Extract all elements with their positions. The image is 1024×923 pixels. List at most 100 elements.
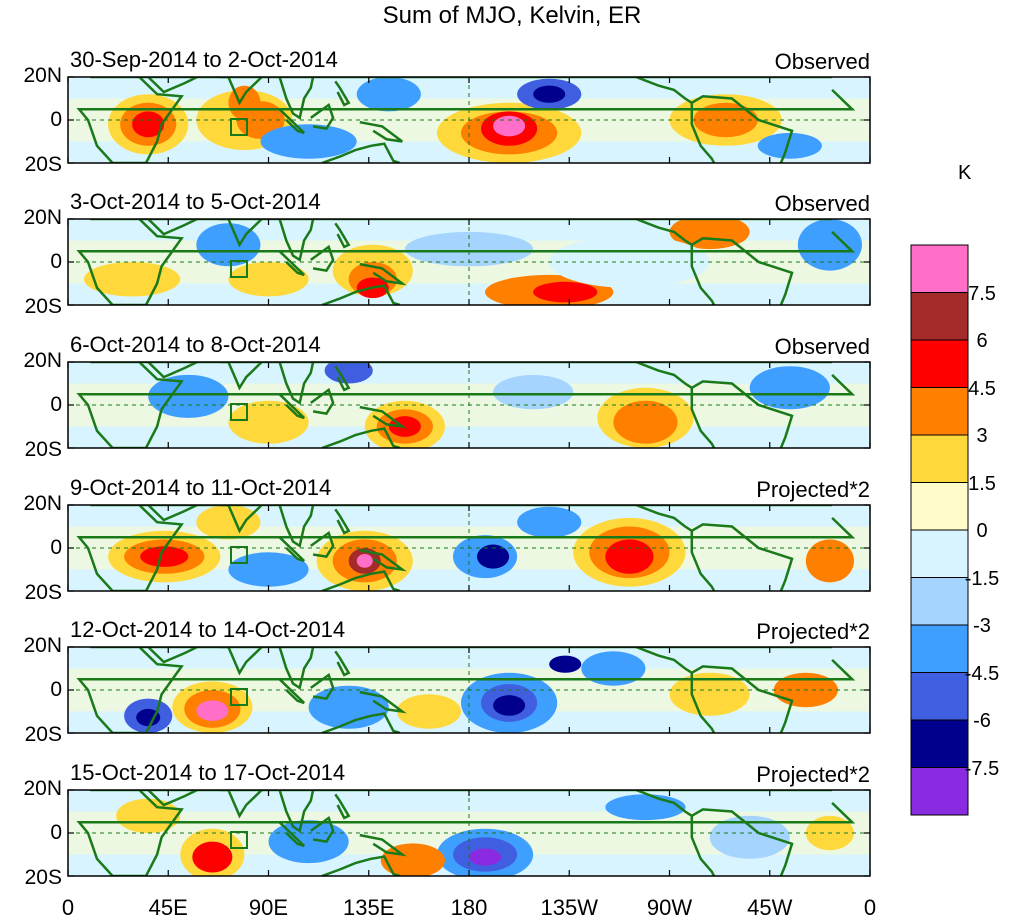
coastline <box>278 108 305 135</box>
anomaly-contour <box>140 546 189 567</box>
colorbar-label: 0 <box>976 520 988 542</box>
lat-label: 20S <box>24 295 62 318</box>
coastline <box>635 219 693 246</box>
coastline <box>690 102 716 163</box>
anomaly-contour <box>669 672 750 716</box>
coastline <box>147 790 198 807</box>
panel-date-label: 30-Sep-2014 to 2-Oct-2014 <box>70 47 338 72</box>
colorbar-swatch <box>910 672 969 721</box>
coastline <box>278 362 315 405</box>
lat-label: 20N <box>23 634 62 657</box>
colorbar-label: -6 <box>973 710 991 732</box>
coastline <box>359 690 407 714</box>
colorbar-swatch <box>910 482 969 531</box>
coastline <box>278 536 305 563</box>
coastline <box>76 362 856 448</box>
colorbar-label: 3 <box>976 425 988 447</box>
anomaly-contour <box>268 820 349 864</box>
coastline <box>334 508 351 535</box>
region-box <box>230 118 248 136</box>
coastline <box>690 815 716 876</box>
coastline <box>690 244 716 305</box>
coastline <box>359 262 407 286</box>
lat-label: 0 <box>50 536 62 559</box>
coastline <box>359 120 403 143</box>
colorbar-label: 6 <box>976 330 988 352</box>
coastline <box>321 284 401 305</box>
anomaly-contour <box>148 374 229 418</box>
panel-date-label: 15-Oct-2014 to 17-Oct-2014 <box>70 760 346 785</box>
panel-kind-label: Projected*2 <box>756 477 870 502</box>
map-panel <box>67 76 871 164</box>
region-box <box>230 260 248 278</box>
anomaly-contour <box>533 85 566 103</box>
anomaly-contour <box>196 505 261 540</box>
colorbar-swatch <box>910 434 969 483</box>
figure-title: Sum of MJO, Kelvin, ER <box>382 2 642 29</box>
colorbar-swatch <box>910 624 969 673</box>
anomaly-contour <box>757 132 822 159</box>
panel-kind-label: Observed <box>774 49 870 74</box>
coastline <box>635 362 693 389</box>
anomaly-contour <box>613 400 678 444</box>
anomaly-contour <box>132 111 165 138</box>
anomaly-contour <box>469 848 502 866</box>
map-panel <box>67 361 871 449</box>
coastline <box>147 647 198 664</box>
lat-label: 20S <box>24 866 62 889</box>
coastline <box>359 405 407 429</box>
colorbar-units: K <box>958 162 972 184</box>
anomaly-contour <box>805 539 854 583</box>
anomaly-contour <box>260 124 357 159</box>
region-box <box>230 831 248 849</box>
coastline <box>147 362 198 379</box>
coastline <box>76 505 856 591</box>
lon-label: 135W <box>540 895 598 920</box>
coastline <box>219 219 263 248</box>
anomaly-contour <box>396 694 461 729</box>
anomaly-contour <box>605 794 686 821</box>
panel-date-label: 9-Oct-2014 to 11-Oct-2014 <box>70 475 332 500</box>
colorbar-label: 7.5 <box>968 282 996 305</box>
anomaly-contour <box>196 223 261 267</box>
region-box <box>230 688 248 706</box>
coastline <box>278 647 315 690</box>
anomaly-contour <box>228 262 309 297</box>
lat-label: 0 <box>50 108 62 131</box>
map-panel <box>67 504 871 592</box>
anomaly-contour <box>493 695 526 716</box>
colorbar-label: 4.5 <box>968 377 996 400</box>
lat-label: 20S <box>24 723 62 746</box>
coastline <box>635 790 693 817</box>
coastline <box>359 548 407 572</box>
coastline <box>690 672 716 733</box>
coastline <box>278 77 315 120</box>
coastline <box>219 362 263 391</box>
coastline <box>219 790 263 819</box>
coastline <box>334 80 351 107</box>
coastline <box>321 142 401 163</box>
coastline <box>278 250 305 277</box>
anomaly-contour <box>581 651 646 686</box>
lat-label: 20N <box>23 777 62 800</box>
coastline <box>310 672 335 700</box>
lat-label: 20N <box>23 492 62 515</box>
panel-kind-label: Projected*2 <box>756 619 870 644</box>
coastline <box>690 387 716 448</box>
lon-label: 45W <box>747 895 793 920</box>
anomaly-contour <box>749 366 830 410</box>
lon-label: 180 <box>450 895 488 920</box>
anomaly-contour <box>493 374 574 410</box>
colorbar-label: -4.5 <box>964 662 1000 685</box>
lat-label: 20N <box>23 64 62 87</box>
lon-label: 90E <box>248 895 289 920</box>
lat-label: 0 <box>50 678 62 701</box>
coastline <box>334 222 351 249</box>
coastline <box>147 77 198 94</box>
lat-label: 20S <box>24 438 62 461</box>
anomaly-contour <box>192 841 233 873</box>
coastline <box>359 833 407 857</box>
coastline <box>278 678 305 705</box>
colorbar-swatch <box>910 244 969 293</box>
coastline <box>219 647 263 676</box>
